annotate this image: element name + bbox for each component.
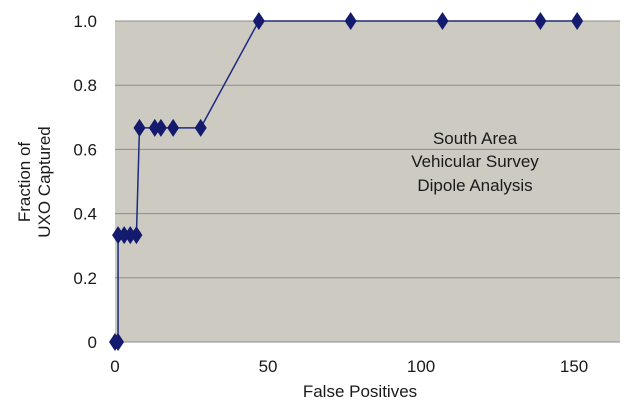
data-point-marker <box>118 226 131 245</box>
data-point-marker <box>130 226 143 245</box>
x-tick-label: 100 <box>407 357 435 376</box>
annotation-line-2: Vehicular Survey <box>411 152 539 171</box>
x-tick-label: 0 <box>110 357 119 376</box>
data-point-marker <box>112 226 125 245</box>
data-point-marker <box>344 12 357 30</box>
y-axis-title-line-2: UXO Captured <box>35 126 54 238</box>
series-markers <box>109 12 584 351</box>
data-point-marker <box>154 118 167 137</box>
y-tick-labels: 0 0.2 0.4 0.6 0.8 1.0 <box>73 12 97 352</box>
x-tick-label: 150 <box>560 357 588 376</box>
data-point-marker <box>112 333 125 351</box>
x-tick-label: 50 <box>259 357 278 376</box>
annotation-line-1: South Area <box>433 129 518 148</box>
data-point-marker <box>194 118 207 137</box>
data-point-marker <box>133 118 146 137</box>
plot-area <box>115 21 620 342</box>
y-tick-label: 0 <box>88 333 97 352</box>
data-point-marker <box>571 12 584 30</box>
y-tick-label: 0.2 <box>73 269 97 288</box>
data-point-marker <box>148 118 161 137</box>
data-point-marker <box>436 12 449 30</box>
data-point-marker <box>252 12 265 30</box>
y-tick-label: 1.0 <box>73 12 97 31</box>
annotation-line-3: Dipole Analysis <box>417 176 532 195</box>
x-axis-title: False Positives <box>303 382 417 401</box>
y-axis-title-line-1: Fraction of <box>15 142 34 223</box>
y-tick-label: 0.6 <box>73 140 97 159</box>
x-tick-labels: 0 50 100 150 <box>110 357 588 376</box>
y-tick-label: 0.4 <box>73 205 97 224</box>
y-tick-label: 0.8 <box>73 76 97 95</box>
data-point-marker <box>167 118 180 137</box>
data-point-marker <box>124 226 137 245</box>
data-point-marker <box>534 12 547 30</box>
